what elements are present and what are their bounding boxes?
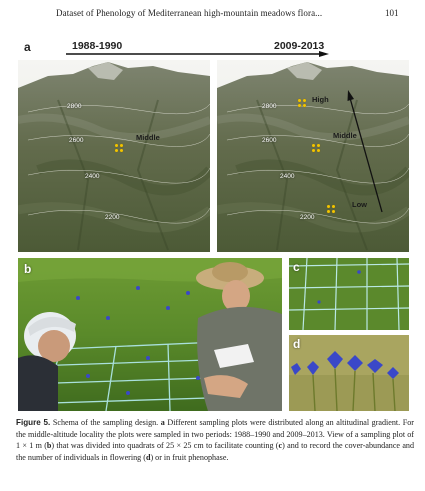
caption-text-2: ) that was divided into quadrats of 25 ×… [51, 441, 279, 451]
altitude-label-right-3: 2400 [280, 173, 295, 180]
timeline-arrow [66, 51, 329, 57]
running-title: Dataset of Phenology of Mediterranean hi… [56, 8, 323, 18]
page-number: 101 [385, 8, 399, 18]
caption-letter-d: d [145, 452, 151, 462]
panel-d-letter: d [293, 337, 301, 351]
panel-c-letter: c [293, 260, 300, 274]
terrain-image-right [217, 60, 409, 252]
period-label-left: 1988-1990 [72, 40, 123, 52]
period-label-right: 2009-2013 [274, 40, 325, 52]
terrain-image-left [18, 60, 210, 252]
caption-part-a-text: Different sampling plots were distribute… [16, 418, 415, 451]
caption-text-3: ) and to record the cover-abundance and … [16, 441, 415, 462]
field-photo [18, 258, 282, 411]
panel-b-letter: b [24, 262, 32, 276]
caption-letter-b: b [46, 441, 52, 451]
altitude-label-right-1: 2800 [262, 103, 277, 110]
altitude-label-right-2: 2600 [262, 137, 277, 144]
caption-label: Figure 5. [16, 418, 51, 427]
site-label-middle-right: Middle [333, 131, 357, 140]
altitude-label-left-1: 2800 [67, 103, 82, 110]
caption-title: Schema of the sampling design. [50, 418, 161, 427]
caption-letter-c: c [278, 441, 283, 451]
site-label-middle-left: Middle [136, 133, 160, 142]
grid-closeup-photo [289, 258, 409, 330]
altitude-label-right-4: 2200 [300, 214, 315, 221]
plot-marker-middle-right [312, 144, 322, 153]
caption-text-4: ) or in fruit phenophase. [150, 452, 229, 462]
site-label-low: Low [352, 200, 367, 209]
altitude-label-left-3: 2400 [85, 173, 100, 180]
plot-marker-middle-left [115, 144, 125, 153]
altitude-label-left-2: 2600 [69, 137, 84, 144]
figure-caption: Figure 5. Schema of the sampling design.… [16, 417, 414, 463]
running-header: Dataset of Phenology of Mediterranean hi… [0, 8, 425, 22]
plot-marker-low [327, 205, 337, 214]
plot-marker-high [298, 99, 308, 108]
caption-part-a-letter: a [160, 418, 165, 427]
altitude-label-left-4: 2200 [105, 214, 120, 221]
site-label-high: High [312, 95, 329, 104]
flowers-closeup-photo [289, 335, 409, 411]
panel-a-letter: a [24, 40, 31, 54]
